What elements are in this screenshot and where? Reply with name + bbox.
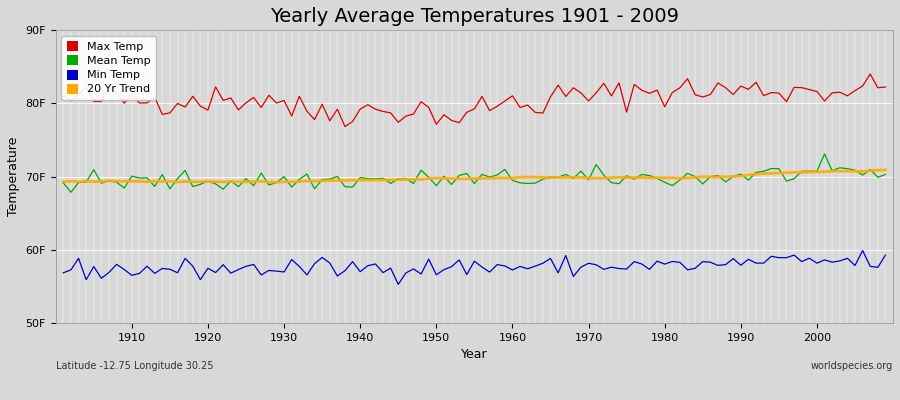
Title: Yearly Average Temperatures 1901 - 2009: Yearly Average Temperatures 1901 - 2009 (270, 7, 679, 26)
Text: worldspecies.org: worldspecies.org (811, 361, 893, 371)
Text: Latitude -12.75 Longitude 30.25: Latitude -12.75 Longitude 30.25 (56, 361, 213, 371)
Y-axis label: Temperature: Temperature (7, 137, 20, 216)
X-axis label: Year: Year (461, 348, 488, 361)
Legend: Max Temp, Mean Temp, Min Temp, 20 Yr Trend: Max Temp, Mean Temp, Min Temp, 20 Yr Tre… (61, 36, 156, 100)
